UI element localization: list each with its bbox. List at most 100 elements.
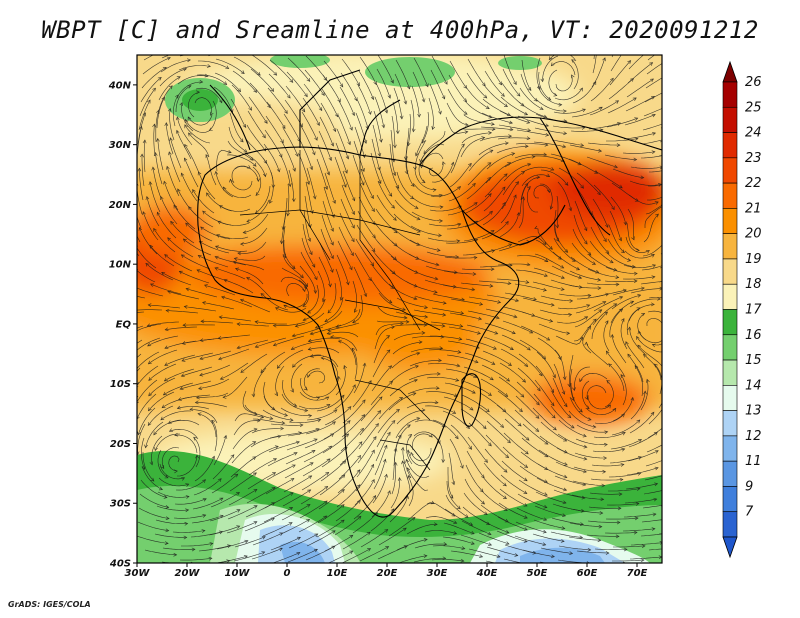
- streamline-arrow: [148, 377, 153, 381]
- streamline-arrow: [603, 238, 607, 243]
- streamline-arrow: [314, 136, 318, 141]
- streamline: [478, 532, 510, 545]
- streamline-arrow: [255, 192, 260, 196]
- streamline-arrow: [688, 401, 691, 404]
- streamline-arrow: [211, 419, 216, 424]
- streamline-arrow: [670, 136, 673, 139]
- streamline-arrow: [524, 464, 529, 468]
- streamline-arrow: [579, 522, 584, 526]
- streamline: [176, 81, 203, 99]
- streamline-arrow: [230, 454, 235, 459]
- streamline: [321, 88, 339, 117]
- streamline-arrow: [199, 338, 204, 343]
- streamline: [533, 519, 565, 529]
- streamline-arrow: [643, 353, 647, 358]
- streamline: [667, 401, 691, 422]
- streamline-arrow: [363, 139, 368, 144]
- streamline-arrow: [345, 155, 350, 160]
- streamline: [423, 130, 446, 154]
- streamline-arrow: [669, 261, 672, 264]
- streamline-arrow: [605, 551, 610, 555]
- streamline: [168, 151, 181, 183]
- streamline: [500, 194, 517, 224]
- streamline-arrow: [690, 436, 693, 439]
- streamline-arrow: [362, 362, 367, 367]
- streamline-arrow: [602, 57, 606, 62]
- streamline: [484, 448, 508, 473]
- streamline: [630, 542, 662, 546]
- streamline-arrow: [671, 199, 674, 202]
- streamline: [465, 338, 497, 350]
- streamline-arrow: [392, 256, 397, 261]
- streamline-arrow: [337, 339, 342, 344]
- streamline: [553, 363, 565, 395]
- streamline: [341, 184, 355, 215]
- streamline-arrow: [496, 554, 501, 558]
- streamline: [532, 155, 565, 162]
- streamline-arrow: [147, 422, 152, 427]
- streamline-arrow: [164, 327, 169, 332]
- streamline-arrow: [460, 558, 465, 563]
- streamline: [250, 68, 274, 92]
- streamline-arrow: [236, 525, 241, 529]
- streamline-arrow: [125, 227, 128, 230]
- streamline-arrow: [326, 171, 331, 176]
- streamline-arrow: [227, 149, 232, 154]
- streamline-arrow: [223, 434, 228, 439]
- streamline: [247, 110, 266, 138]
- streamline-arrow: [598, 148, 603, 153]
- streamline: [550, 153, 582, 165]
- streamline-arrow: [613, 164, 618, 169]
- streamline-arrow: [239, 298, 244, 303]
- streamline-arrow: [689, 86, 692, 89]
- streamline: [318, 130, 332, 161]
- streamline: [244, 404, 273, 420]
- streamline-arrow: [236, 322, 241, 326]
- streamline: [645, 460, 662, 467]
- streamline-arrow: [281, 421, 286, 425]
- streamline-arrow: [133, 351, 136, 354]
- streamline-arrow: [200, 319, 205, 324]
- streamline: [324, 172, 336, 204]
- streamline-arrow: [223, 81, 228, 86]
- streamline: [373, 236, 397, 260]
- streamline: [431, 162, 454, 183]
- streamline: [481, 221, 509, 240]
- streamline: [264, 129, 283, 158]
- streamline: [568, 158, 598, 174]
- streamline-arrow: [194, 400, 199, 405]
- streamline: [398, 555, 427, 563]
- streamline-arrow: [253, 489, 258, 493]
- streamline: [188, 91, 200, 118]
- streamline-arrow: [523, 503, 528, 507]
- streamline: [193, 478, 222, 496]
- streamline-arrow: [263, 173, 267, 178]
- streamline-arrow: [294, 324, 299, 328]
- streamline-arrow: [185, 508, 190, 513]
- streamline-arrow: [536, 175, 541, 179]
- streamline-arrow: [579, 87, 583, 92]
- streamline-arrow: [349, 534, 354, 539]
- streamline-arrow: [331, 530, 336, 534]
- streamline: [629, 180, 662, 186]
- colorbar-swatch: [722, 460, 738, 487]
- streamline-arrow: [479, 554, 484, 558]
- streamline-arrow: [578, 408, 583, 413]
- streamline-arrow: [308, 414, 313, 418]
- streamline: [536, 99, 567, 112]
- streamline: [624, 250, 655, 259]
- streamline: [377, 55, 394, 84]
- streamline: [552, 377, 568, 407]
- streamline: [392, 448, 397, 481]
- streamline-arrow: [442, 301, 447, 305]
- streamline: [214, 72, 241, 92]
- streamline-arrow: [654, 363, 658, 368]
- streamline: [594, 548, 628, 550]
- streamline-arrow: [191, 547, 196, 552]
- streamline: [234, 413, 264, 422]
- streamline: [145, 421, 164, 448]
- streamline: [263, 507, 293, 523]
- streamline: [320, 102, 336, 132]
- streamline: [327, 331, 359, 338]
- streamline: [535, 365, 554, 393]
